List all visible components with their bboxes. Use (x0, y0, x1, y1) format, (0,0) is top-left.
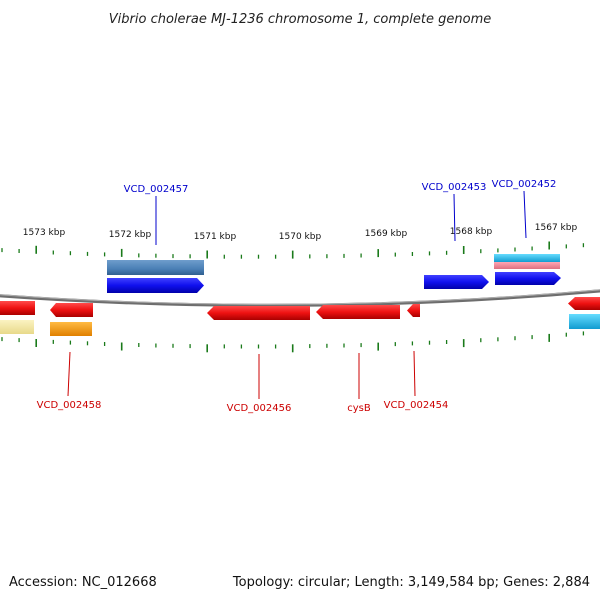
cyan-feature[interactable] (494, 254, 560, 262)
genome-summary-text: Topology: circular; Length: 3,149,584 bp… (232, 575, 590, 590)
gene-label-VCD_002458[interactable]: VCD_002458 (37, 400, 102, 411)
leader-line (413, 350, 416, 397)
kbp-label: 1571 kbp (194, 232, 237, 242)
forward-cds-VCD_002453[interactable] (424, 275, 489, 289)
reverse-cds-right-edge[interactable] (568, 297, 600, 310)
orange-feature[interactable] (50, 322, 92, 336)
pink-feature[interactable] (494, 262, 560, 269)
gene-label-VCD_002454[interactable]: VCD_002454 (384, 400, 449, 411)
map-title: Vibrio cholerae MJ-1236 chromosome 1, co… (109, 12, 491, 27)
gene-label-VCD_002456[interactable]: VCD_002456 (227, 403, 292, 414)
kbp-scale-labels: 1573 kbp 1572 kbp 1571 kbp 1570 kbp 1569… (23, 223, 578, 242)
reverse-cds-VCD_002458[interactable] (50, 303, 93, 317)
forward-strand-features (107, 254, 561, 293)
reverse-cds-VCD_002454[interactable] (407, 304, 420, 317)
gene-label-VCD_002453[interactable]: VCD_002453 (422, 182, 487, 193)
gene-labels-top: VCD_002457 VCD_002453 VCD_002452 (124, 179, 557, 195)
gene-label-VCD_002457[interactable]: VCD_002457 (124, 184, 189, 195)
leader-line (523, 190, 527, 239)
accession-text: Accession: NC_012668 (9, 575, 157, 590)
reverse-cds-left-edge[interactable] (0, 301, 35, 315)
outer-tick-row (1, 241, 585, 259)
forward-cds-VCD_002457[interactable] (107, 278, 204, 293)
kbp-label: 1567 kbp (535, 223, 578, 233)
cyan-feature-right[interactable] (569, 314, 600, 329)
lightyellow-feature[interactable] (0, 320, 34, 334)
chromosome-backbone (0, 289, 600, 307)
reverse-cds-cysB[interactable] (316, 305, 400, 319)
kbp-label: 1572 kbp (109, 230, 152, 240)
reverse-strand-features (0, 297, 600, 336)
label-leader-lines (67, 190, 527, 399)
chromosome-backbone-highlight (0, 289, 600, 305)
leader-line (67, 351, 71, 397)
gene-label-VCD_002452[interactable]: VCD_002452 (492, 179, 557, 190)
leader-line (453, 193, 456, 242)
forward-cds-VCD_002452[interactable] (495, 272, 561, 285)
steelblue-feature[interactable] (107, 260, 204, 275)
kbp-label: 1568 kbp (450, 227, 493, 237)
kbp-label: 1569 kbp (365, 229, 408, 239)
kbp-label: 1573 kbp (23, 228, 66, 238)
kbp-label: 1570 kbp (279, 232, 322, 242)
gene-label-cysB[interactable]: cysB (347, 403, 371, 414)
inner-tick-row (1, 331, 585, 353)
gene-labels-bottom: VCD_002458 VCD_002456 cysB VCD_002454 (37, 400, 449, 414)
reverse-cds-VCD_002456[interactable] (207, 306, 310, 320)
